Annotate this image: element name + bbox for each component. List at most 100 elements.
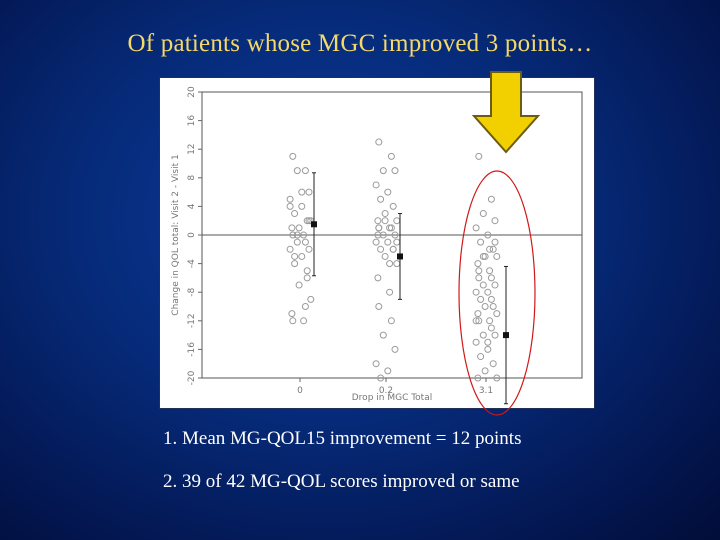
data-point — [301, 303, 309, 310]
data-point — [477, 238, 485, 246]
data-point — [300, 317, 308, 325]
data-point — [379, 167, 387, 175]
y-tick-label: -8 — [187, 287, 197, 296]
plot-points — [286, 138, 501, 382]
mean-marker — [397, 253, 403, 260]
data-point — [393, 238, 401, 246]
data-point — [305, 217, 313, 225]
data-point — [487, 324, 495, 332]
y-axis-label: Change in QOL total: Visit 2 - Visit 1 — [171, 154, 181, 315]
data-point — [298, 202, 306, 210]
data-point — [289, 231, 297, 239]
data-point — [379, 331, 387, 339]
data-point — [391, 231, 399, 239]
data-point — [484, 288, 492, 296]
data-point — [375, 224, 383, 232]
data-point — [477, 295, 485, 303]
data-point — [374, 231, 382, 239]
data-point — [481, 367, 489, 375]
data-point — [489, 360, 497, 368]
data-point — [474, 260, 482, 268]
data-point — [295, 224, 303, 232]
data-point — [472, 288, 480, 296]
data-point — [386, 288, 394, 296]
data-point — [288, 224, 296, 232]
y-tick-label: 12 — [187, 143, 197, 154]
data-point — [391, 167, 399, 175]
down-arrow-icon — [471, 71, 541, 154]
data-point — [289, 152, 297, 160]
data-point — [484, 345, 492, 353]
y-tick-label: 20 — [187, 86, 197, 98]
data-point — [493, 310, 501, 318]
data-point — [381, 210, 389, 218]
data-point — [372, 181, 380, 189]
y-tick-label: 16 — [187, 115, 197, 127]
data-point — [486, 317, 494, 325]
data-point — [474, 310, 482, 318]
data-point — [393, 217, 401, 225]
data-point — [486, 267, 494, 275]
data-point — [375, 303, 383, 310]
data-point — [303, 267, 311, 275]
data-point — [484, 338, 492, 346]
data-point — [307, 295, 315, 303]
plot-means — [311, 172, 509, 405]
data-point — [391, 345, 399, 353]
data-point — [374, 217, 382, 225]
bullet-mean-improvement: 1. Mean MG-QOL15 improvement = 12 points — [163, 428, 522, 449]
data-point — [377, 374, 385, 382]
data-point — [293, 167, 301, 175]
data-point — [487, 295, 495, 303]
bullet-scores-improved: 2. 39 of 42 MG-QOL scores improved or sa… — [163, 471, 520, 492]
data-point — [387, 224, 395, 232]
data-point — [291, 210, 299, 218]
data-point — [491, 331, 499, 339]
data-point — [381, 252, 389, 260]
y-tick-label: 8 — [187, 175, 197, 181]
data-point — [472, 338, 480, 346]
mean-marker — [311, 221, 317, 228]
data-point — [486, 245, 494, 253]
data-point — [305, 188, 313, 196]
data-point — [384, 188, 392, 196]
data-point — [479, 281, 487, 289]
y-tick-label: -4 — [187, 259, 197, 268]
x-tick-label: 0.2 — [379, 386, 393, 396]
data-point — [286, 195, 294, 203]
data-point — [293, 231, 301, 239]
data-point — [491, 238, 499, 246]
data-point — [379, 231, 387, 239]
data-point — [377, 245, 385, 253]
data-point — [487, 274, 495, 282]
x-tick-label: 0 — [297, 386, 303, 396]
data-point — [288, 310, 296, 318]
data-point — [298, 252, 306, 260]
data-point — [489, 303, 497, 310]
data-point — [301, 167, 309, 175]
data-point — [384, 367, 392, 375]
data-point — [374, 274, 382, 282]
data-point — [386, 260, 394, 268]
slide-title: Of patients whose MGC improved 3 points… — [127, 30, 593, 57]
data-point — [493, 252, 501, 260]
data-point — [295, 281, 303, 289]
data-point — [475, 274, 483, 282]
plot-ticks: 20 16 12 8 4 0 -4 -8 -12 -16 -20 0 0.2 3.1 — [187, 86, 493, 396]
data-point — [491, 281, 499, 289]
y-tick-label: -20 — [187, 370, 197, 385]
data-point — [372, 238, 380, 246]
y-tick-label: -12 — [187, 313, 197, 328]
data-point — [393, 260, 401, 268]
data-point — [291, 260, 299, 268]
data-point — [301, 238, 309, 246]
data-point — [377, 195, 385, 203]
data-point — [384, 238, 392, 246]
data-point — [372, 360, 380, 368]
data-point — [477, 353, 485, 361]
data-point — [491, 217, 499, 225]
data-point — [481, 303, 489, 310]
y-tick-label: 4 — [187, 203, 197, 209]
data-point — [381, 217, 389, 225]
data-point — [286, 245, 294, 253]
